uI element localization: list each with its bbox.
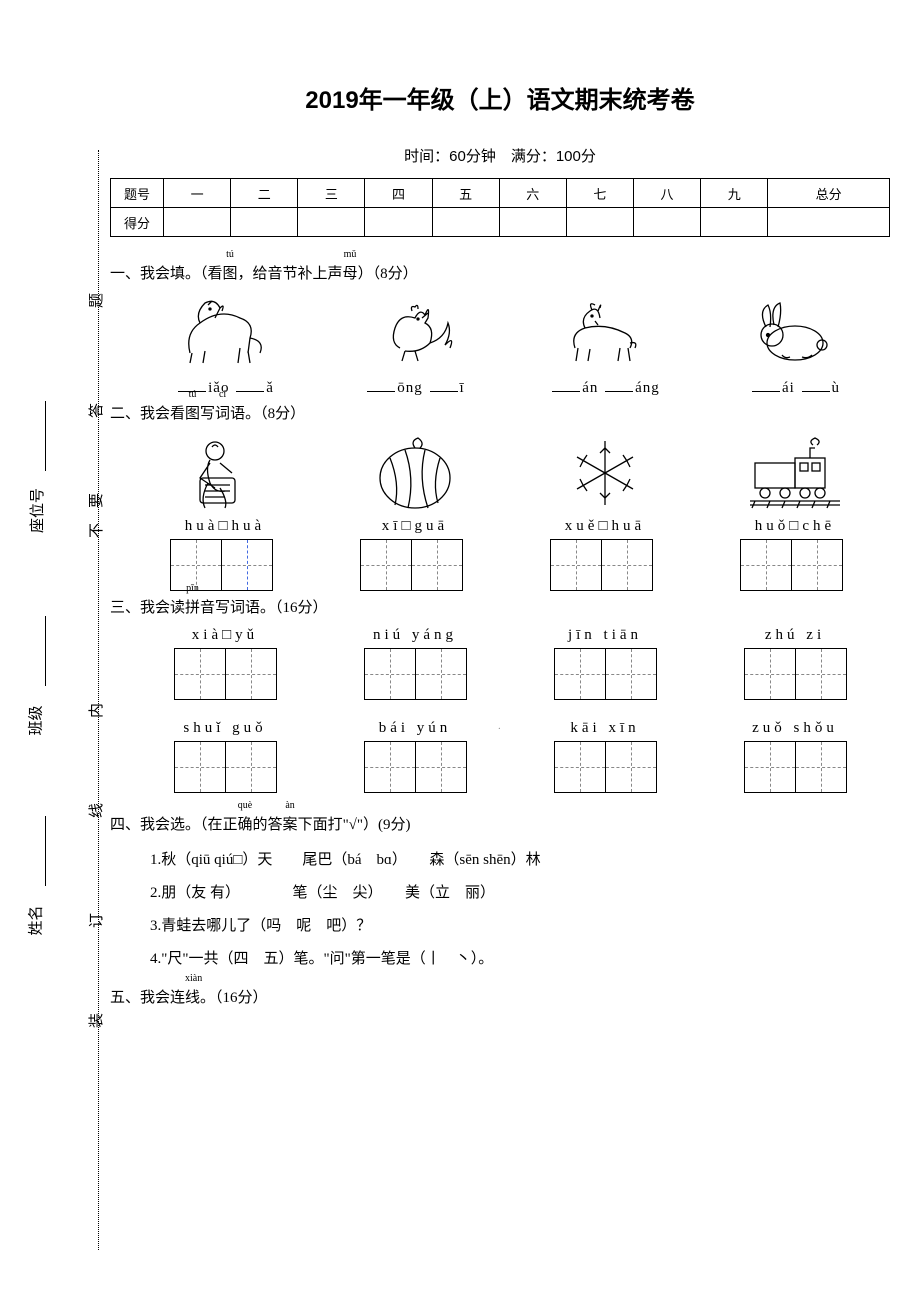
th: 六 [499,179,566,208]
horse-icon [170,293,280,368]
q1-heading: 一、我会填。（看tú图，给音节补上声mǔ母）（8分） [110,262,890,283]
mark-yao: 要 [85,493,106,508]
mark-ding: 订 [85,913,106,928]
ruby: tú图 [223,262,238,283]
binding-sidebar: 姓名 班级 座位号 装 订 线 内 不 要 答 题 [40,150,110,1250]
dotted-line [98,150,99,1250]
label-name: 姓名 [25,905,46,935]
q3-row2: shuǐ guǒ bái yún kāi xīn zuǒ shǒu [130,720,890,793]
blank-line [44,816,46,886]
label-class: 班级 [25,705,46,735]
train-icon [740,433,850,513]
q4-item: 2.朋（友 有） 笔（尘 尖） 美（立 丽） [150,877,890,910]
th: 五 [432,179,499,208]
q4-item: 3.青蛙去哪儿了（吗 呢 吧）？ [150,910,890,943]
q2-watermelon: xī□guā [360,433,470,591]
q3-row1: xià□yǔ niú yáng jīn tiān zhú zi [130,627,890,700]
goat-icon [550,293,660,368]
q1-horse: iǎo ǎ [170,293,280,397]
score-value-row: 得分 [111,208,890,237]
th: 二 [231,179,298,208]
mark-bu: 不 [85,523,106,538]
ruby: mǔ母 [343,262,358,283]
q4-item: 1.秋（qiū qiú□）天 尾巴（bá bɑ） 森（sēn shēn）林 [150,844,890,877]
q2-train: huǒ□chē [740,433,850,591]
mark-nei: 内 [85,703,106,718]
mark-xian: 线 [85,803,106,818]
score-table: 题号 一 二 三 四 五 六 七 八 九 总分 得分 [110,178,890,237]
mark-da: 答 [85,403,106,418]
score-header-row: 题号 一 二 三 四 五 六 七 八 九 总分 [111,179,890,208]
q1-images: iǎo ǎ ōng ī án áng ái ù [130,293,890,397]
th: 一 [164,179,231,208]
rooster-icon [360,293,470,368]
snowflake-icon [550,433,660,513]
q1-rooster: ōng ī [360,293,470,397]
page-subtitle: 时间：60分钟 满分：100分 [110,145,890,166]
q4-item: 4."尺"一共（四 五）笔。"问"第一笔是（丨 丶）。 [150,943,890,976]
th: 九 [701,179,768,208]
q3-heading: 三、我会读pīn拼音写词语。（16分） [110,596,890,617]
th: 总分 [768,179,890,208]
th: 七 [566,179,633,208]
watermelon-icon [360,433,470,513]
exam-page: 2019年一年级（上）语文期末统考卷 时间：60分钟 满分：100分 题号 一 … [110,80,890,1017]
q1-rabbit: ái ù [740,293,850,397]
page-title: 2019年一年级（上）语文期末统考卷 [110,80,890,115]
blank-line [44,401,46,471]
mark-ti: 题 [85,293,106,308]
q5-heading: 五、我会连xiàn线。（16分） [110,986,890,1007]
page-mark: . [498,720,501,732]
mark-zhuang: 装 [85,1013,106,1028]
q4-heading: 四、我会选。（在正què确的答àn案下面打"√"）(9分) [110,813,890,834]
rabbit-icon [740,293,850,368]
th: 八 [633,179,700,208]
q2-snowflake: xuě□huā [550,433,660,591]
q2-images: huà□huà xī□guā xuě□huā huǒ□chē [130,433,890,591]
th: 四 [365,179,432,208]
drawing-icon [170,433,280,513]
q1-goat: án áng [550,293,660,397]
td: 得分 [111,208,164,237]
q4-list: 1.秋（qiū qiú□）天 尾巴（bá bɑ） 森（sēn shēn）林 2.… [150,844,890,976]
blank-line [44,616,46,686]
q2-drawing: huà□huà [170,433,280,591]
th: 三 [298,179,365,208]
label-seat: 座位号 [26,488,47,533]
th: 题号 [111,179,164,208]
q2-heading: 二、我会看tú图写cí词语。（8分） [110,402,890,423]
